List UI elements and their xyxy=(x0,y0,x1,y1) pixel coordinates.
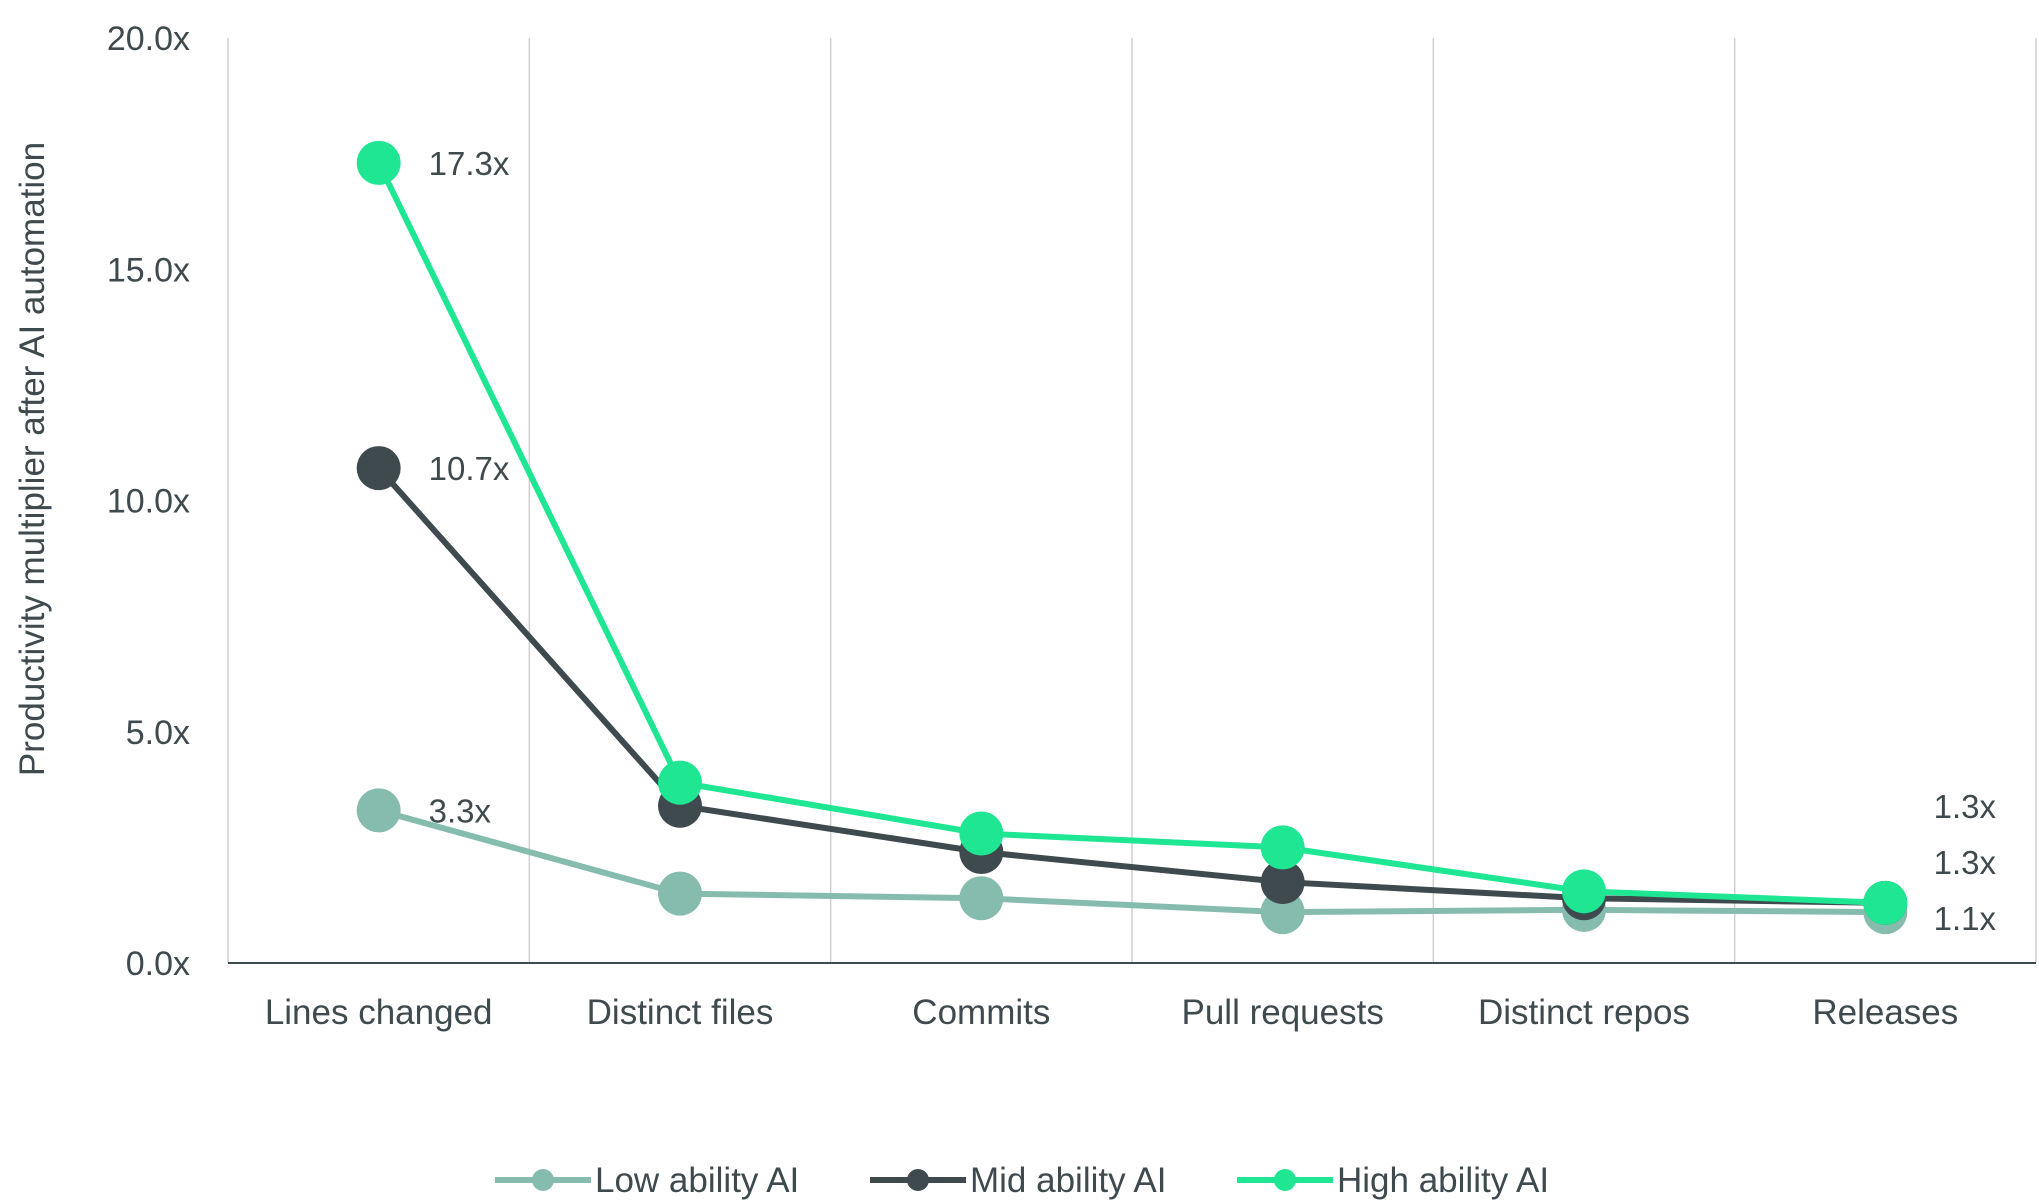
data-label: 10.7x xyxy=(429,450,510,487)
data-point xyxy=(1562,869,1606,914)
data-point xyxy=(1260,860,1305,905)
data-label: 1.1x xyxy=(1934,900,1997,937)
y-tick-label: 20.0x xyxy=(107,20,190,58)
legend: Low ability AI Mid ability AI High ability… xyxy=(495,1161,1549,1200)
x-tick-label: Lines changed xyxy=(265,993,493,1032)
data-label: 3.3x xyxy=(429,792,492,829)
legend-label: Low ability AI xyxy=(595,1161,799,1200)
series-line xyxy=(375,161,1886,906)
data-point xyxy=(1260,890,1305,935)
data-point xyxy=(658,871,702,916)
data-point xyxy=(356,140,401,185)
x-tick-label: Pull requests xyxy=(1182,993,1384,1032)
legend-label: High ability AI xyxy=(1337,1161,1549,1200)
legend-swatch-marker xyxy=(907,1169,929,1191)
y-tick-label: 5.0x xyxy=(126,714,190,752)
legend-swatch-marker xyxy=(1274,1169,1296,1191)
x-tick-label: Commits xyxy=(912,993,1050,1032)
legend-item: High ability AI xyxy=(1237,1161,1549,1200)
data-point xyxy=(959,811,1004,856)
series-high-ability-ai xyxy=(356,140,1908,925)
legend-item: Low ability AI xyxy=(495,1161,799,1200)
series-line xyxy=(376,466,1886,906)
y-axis-label: Productivity multiplier after AI automat… xyxy=(13,142,52,776)
data-point xyxy=(1863,880,1908,925)
data-point xyxy=(959,876,1004,921)
x-tick-label: Distinct files xyxy=(587,993,774,1032)
data-point xyxy=(356,446,401,491)
data-label: 1.3x xyxy=(1934,788,1997,825)
data-point xyxy=(356,788,401,833)
legend-swatch-marker xyxy=(532,1169,554,1191)
y-tick-label: 15.0x xyxy=(107,251,190,289)
legend-label: Mid ability AI xyxy=(970,1161,1166,1200)
axes: 0.0x 5.0x 10.0x 15.0x 20.0x Lines changed Dist… xyxy=(107,20,2036,1032)
series xyxy=(356,140,1908,935)
series-line xyxy=(377,807,1886,916)
data-point xyxy=(1260,825,1305,870)
y-tick-label: 0.0x xyxy=(126,945,190,983)
x-tick-label: Distinct repos xyxy=(1478,993,1690,1032)
data-point xyxy=(658,760,702,805)
data-labels: 17.3x 10.7x 3.3x 1.3x 1.3x 1.1x xyxy=(429,145,1997,937)
gridlines xyxy=(227,38,2037,963)
y-tick-label: 10.0x xyxy=(107,483,190,521)
data-label: 17.3x xyxy=(429,145,510,182)
x-tick-label: Releases xyxy=(1812,993,1958,1032)
legend-item: Mid ability AI xyxy=(870,1161,1166,1200)
data-label: 1.3x xyxy=(1934,844,1997,881)
